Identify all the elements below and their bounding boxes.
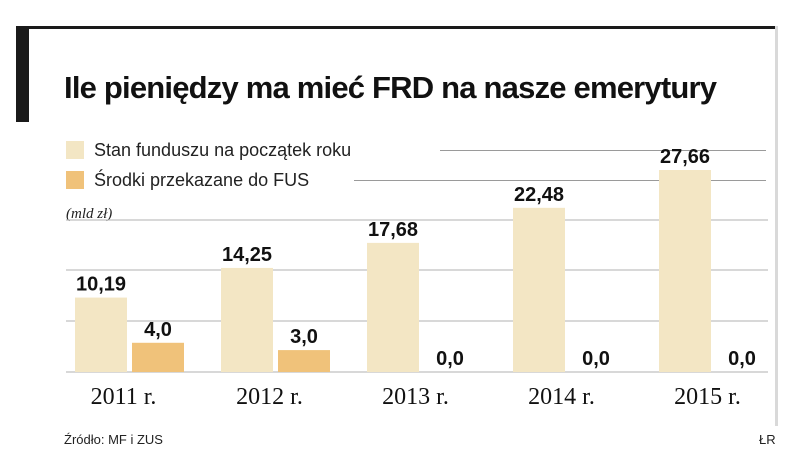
bar-srodki-fus-1 [278,350,330,372]
source-note: Źródło: MF i ZUS [64,432,163,447]
category-label-1: 2012 r. [236,384,303,410]
legend-swatch-stan-funduszu [66,141,84,159]
data-label-stan-funduszu-4: 27,66 [660,146,710,168]
legend-rule-2 [354,180,766,181]
chart-title: Ile pieniędzy ma mieć FRD na nasze emery… [64,70,717,105]
category-label-4: 2015 r. [674,384,741,410]
category-label-2: 2013 r. [382,384,449,410]
legend-item-stan-funduszu: Stan funduszu na początek roku [66,139,351,161]
bar-stan-funduszu-1 [221,267,273,372]
data-label-stan-funduszu-2: 17,68 [368,219,418,241]
bar-stan-funduszu-2 [367,242,419,372]
data-label-stan-funduszu-1: 14,25 [222,244,272,266]
unit-label: (mld zł) [66,206,113,222]
bar-stan-funduszu-3 [513,207,565,372]
data-label-stan-funduszu-0: 10,19 [76,274,126,296]
data-label-srodki-fus-1: 3,0 [290,326,318,348]
category-label-0: 2011 r. [91,384,157,410]
legend-label-stan-funduszu: Stan funduszu na początek roku [94,139,352,160]
bar-stan-funduszu-0 [75,297,127,372]
data-label-srodki-fus-3: 0,0 [582,348,610,370]
bar-srodki-fus-0 [132,342,184,372]
data-label-srodki-fus-4: 0,0 [728,348,756,370]
legend-item-srodki-fus: Środki przekazane do FUS [66,169,309,191]
bar-stan-funduszu-4 [659,170,711,372]
frame-top-border [16,26,778,29]
category-label-3: 2014 r. [528,384,595,410]
legend-swatch-srodki-fus [66,171,84,189]
legend-label-srodki-fus: Środki przekazane do FUS [94,169,310,190]
data-label-srodki-fus-0: 4,0 [144,319,172,341]
data-label-stan-funduszu-3: 22,48 [514,184,564,206]
frame-right-border [775,26,778,426]
legend-rule-1 [440,150,766,151]
author-initials: ŁR [759,432,776,447]
frame-left-border [16,26,29,122]
data-label-srodki-fus-2: 0,0 [436,348,464,370]
